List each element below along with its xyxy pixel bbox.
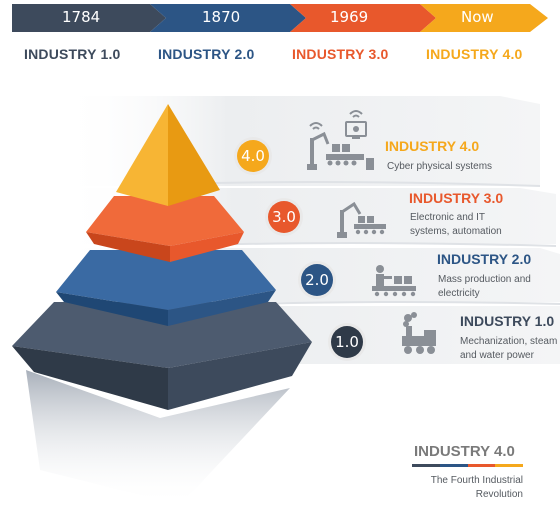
timeline-year-1784: 1784 [62,8,101,26]
timeline-year-1870: 1870 [202,8,241,26]
level-desc-2-line-1: Mass production and [438,274,531,285]
pyramid-tier-3-right [170,232,244,262]
footer-bar-segment-2 [439,464,468,467]
level-title-4: INDUSTRY 4.0 [385,138,480,154]
pyramid-tier-1-top [12,302,312,368]
level-desc-1-line-2: and water power [460,350,534,361]
robot-arm-icon [337,201,386,238]
footer-bar-segment-1 [412,464,440,467]
pyramid-tier-2-top [56,250,276,310]
level-badge-3: 3.0 [268,201,300,233]
steam-engine-icon [402,312,436,354]
cyber-robot-icon [307,110,374,170]
footer-subtitle: The Fourth Industrial Revolution [412,474,523,502]
timeline-year-1969: 1969 [330,8,369,26]
footer-subtitle-line-1: The Fourth Industrial [430,475,523,486]
pyramid-tier-4-left [116,104,168,206]
footer-bar-segment-4 [495,464,523,467]
heading-industry-3: INDUSTRY 3.0 [292,46,389,62]
timeline-year-now: Now [461,8,494,26]
pyramid-tier-2-left [56,292,168,326]
assembly-line-icon [372,265,416,297]
timeline-segment-4 [420,4,548,32]
level-badge-4: 4.0 [237,140,269,172]
timeline-segment-2 [150,4,306,32]
footer-subtitle-line-2: Revolution [475,489,523,500]
timeline-segment-3 [290,4,436,32]
timeline-bar [12,4,548,32]
pyramid-tier-1-right [168,342,312,410]
pyramid-tier-4-right [168,104,220,206]
level-desc-4-line-1: Cyber physical systems [387,161,493,172]
heading-industry-1: INDUSTRY 1.0 [24,46,121,62]
footer-color-bar [412,464,523,467]
pyramid-tier-1-left [12,346,168,410]
timeline-segment-1 [12,4,166,32]
level-title-3: INDUSTRY 3.0 [409,190,504,206]
level-badge-1: 1.0 [331,326,363,358]
level-title-1: INDUSTRY 1.0 [460,313,555,329]
pyramid-tier-3-top [86,196,244,246]
level-desc-2-line-2: electricity [438,288,480,299]
pyramid-reflection [26,370,290,505]
pyramid-tier-3-left [86,232,170,262]
pyramid-tier-2-right [168,290,276,326]
heading-industry-4: INDUSTRY 4.0 [426,46,523,62]
level-desc-3-line-2: systems, automation [410,226,502,237]
level-badge-2: 2.0 [301,264,333,296]
level-desc-3-line-1: Electronic and IT [410,212,486,223]
heading-industry-2: INDUSTRY 2.0 [158,46,255,62]
level-desc-1-line-1: Mechanization, steam [460,336,558,347]
level-title-2: INDUSTRY 2.0 [437,251,532,267]
footer-title: INDUSTRY 4.0 [414,443,515,460]
footer-bar-segment-3 [467,464,496,467]
